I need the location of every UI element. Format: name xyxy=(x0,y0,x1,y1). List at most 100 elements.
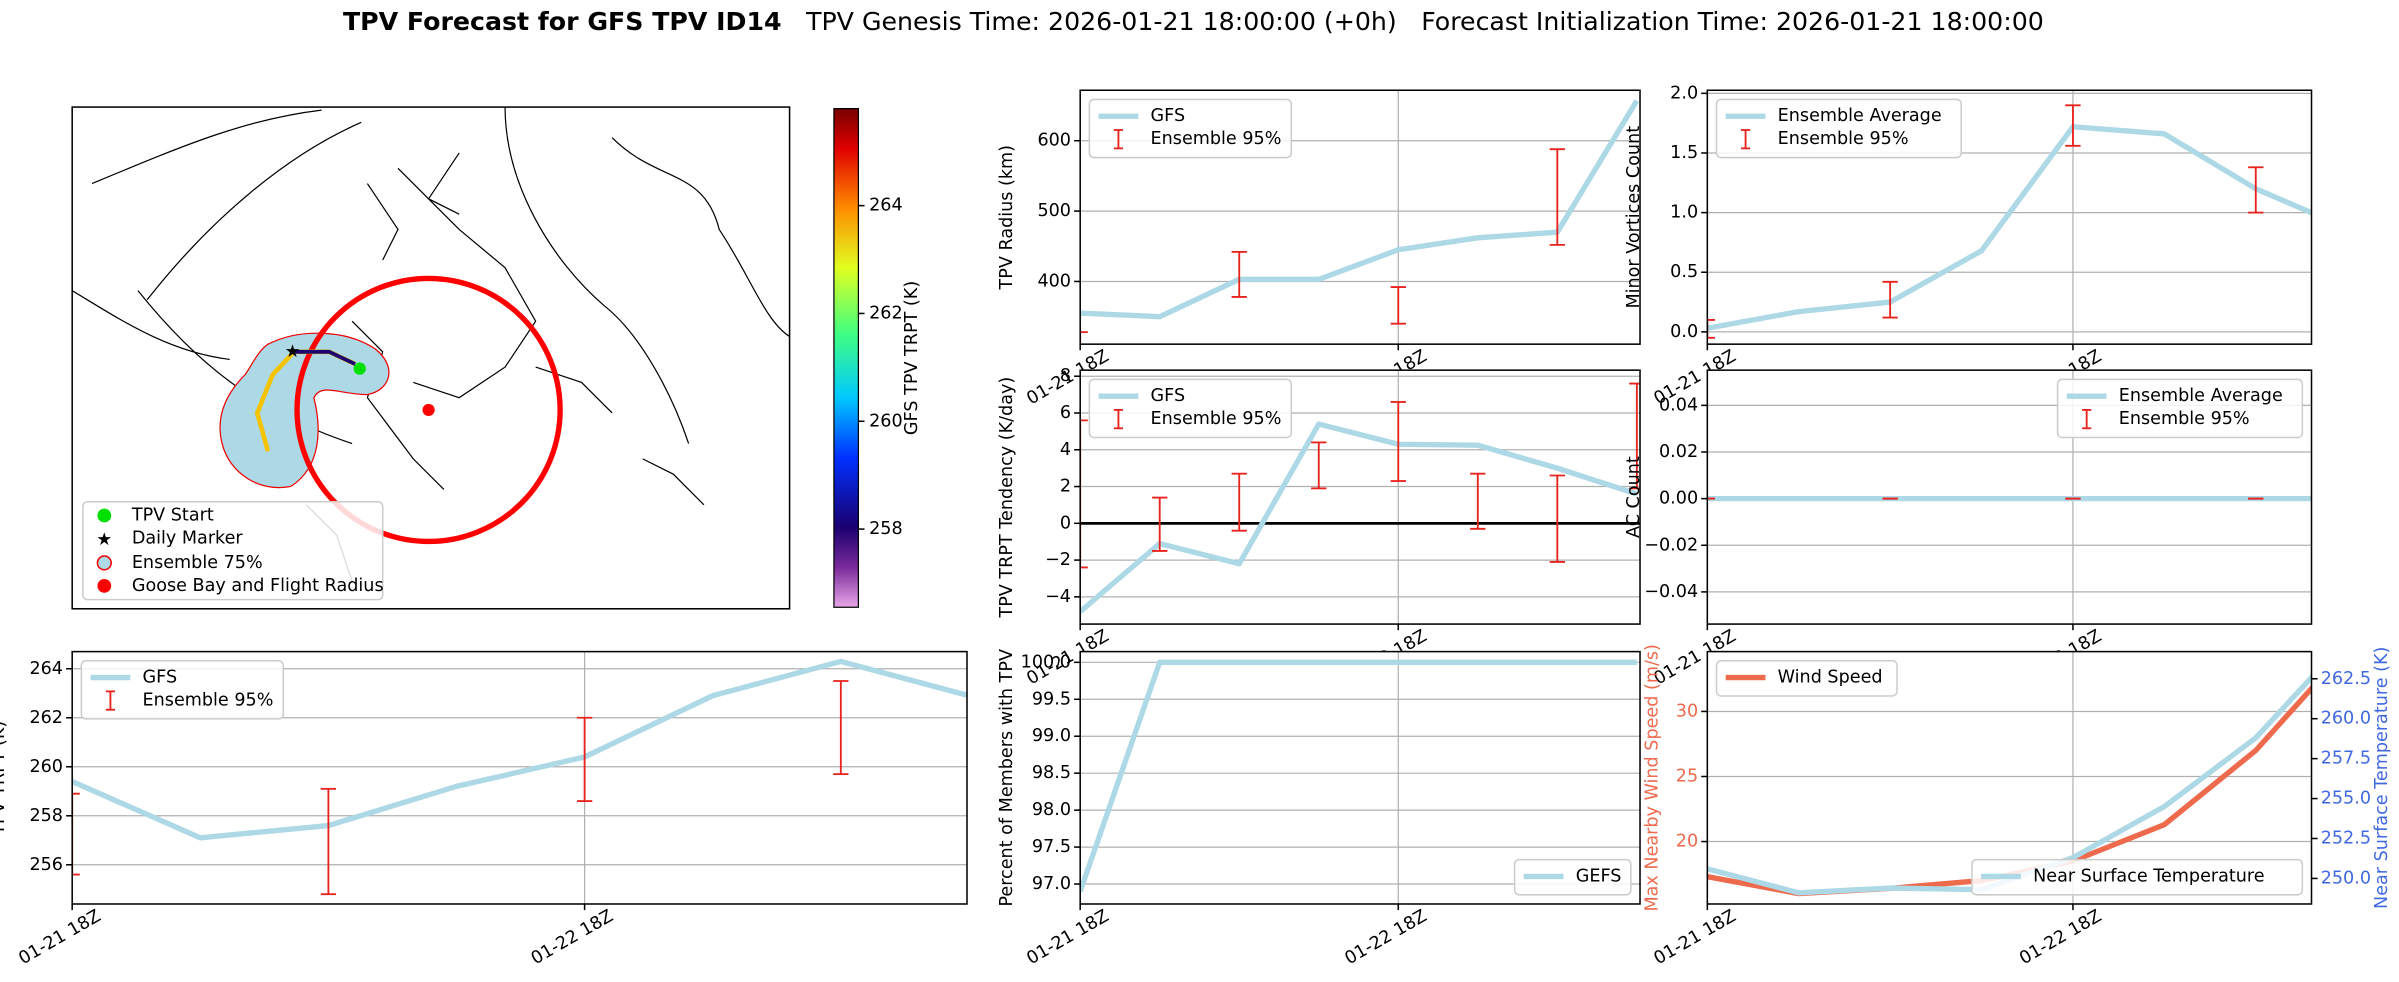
axes-frame xyxy=(1706,650,2313,905)
plot-content xyxy=(1080,659,1637,893)
y-tick-label: 30 xyxy=(1676,701,1698,721)
title-init: Forecast Initialization Time: 2026-01-21… xyxy=(1421,7,2044,36)
y-tick-label: 20 xyxy=(1676,832,1698,852)
axes-frame xyxy=(1079,89,1641,345)
y-tick-label: 25 xyxy=(1676,766,1698,786)
y-tick-label: 8 xyxy=(1060,366,1071,386)
y-tick-label: 0 xyxy=(1060,513,1071,533)
y-tick-label: 600 xyxy=(1037,131,1071,151)
x-tick-label: 01-22 18Z xyxy=(1342,906,1431,969)
y2-tick-label: 260.0 xyxy=(2321,709,2371,729)
legend-label: TPV Start xyxy=(131,505,214,525)
y-axis-label: TPV TRPT (K) xyxy=(0,721,9,836)
x-tick-label: 01-21 18Z xyxy=(1024,906,1113,969)
legend-label: Wind Speed xyxy=(1778,668,1883,688)
legend-label: Goose Bay and Flight Radius xyxy=(132,576,384,596)
colorbar-label: GFS TPV TRPT (K) xyxy=(902,281,922,435)
series-line xyxy=(1080,421,1638,614)
y-tick-label: −0.04 xyxy=(1644,582,1698,602)
y-axis-label: TPV TRPT Tendency (K/day) xyxy=(997,377,1017,619)
y-axis-label: Minor Vortices Count xyxy=(1624,126,1644,309)
series-line xyxy=(72,658,968,841)
y2-tick-label: 262.5 xyxy=(2321,669,2371,689)
y2-tick-label: 255.0 xyxy=(2321,789,2371,809)
y-tick-label: 0.00 xyxy=(1659,489,1698,509)
map-legend-box xyxy=(82,500,384,601)
y-tick-label: 262 xyxy=(29,708,63,728)
y-tick-label: 0.0 xyxy=(1670,322,1698,342)
y-tick-label: 2.0 xyxy=(1670,83,1698,103)
map-panel: ★ ★ TPV Start Daily Marker Ensemble 75% Goo… xyxy=(71,106,922,610)
y-tick-label: 98.5 xyxy=(1032,763,1071,783)
legend-label: Near Surface Temperature xyxy=(2033,866,2264,886)
y-tick-label: 100.0 xyxy=(1021,652,1071,672)
y-tick-label: 99.0 xyxy=(1032,726,1071,746)
y-tick-label: −0.02 xyxy=(1644,535,1698,555)
y-tick-label: 1.5 xyxy=(1670,143,1698,163)
legend-box xyxy=(1513,858,1632,896)
y-tick-label: 97.0 xyxy=(1032,874,1071,894)
axes-frame xyxy=(1079,369,1641,625)
legend-box xyxy=(80,660,285,720)
y2-axis-label: Near Surface Temperature (K) xyxy=(2372,647,2392,909)
y-tick-label: 6 xyxy=(1060,403,1071,423)
legend-box xyxy=(2056,378,2304,439)
legend-label: Ensemble 95% xyxy=(1151,129,1282,149)
legend-box xyxy=(1088,378,1293,439)
y-tick-label: 400 xyxy=(1037,271,1071,291)
colorbar-tick-label: 264 xyxy=(869,196,903,216)
y-tick-label: 258 xyxy=(29,806,63,826)
y-tick-label: 98.0 xyxy=(1032,800,1071,820)
axes-frame xyxy=(1079,650,1641,905)
y-tick-label: −4 xyxy=(1045,587,1071,607)
svg-text:★: ★ xyxy=(285,342,301,362)
legend-label: Ensemble 75% xyxy=(132,553,263,573)
y-tick-label: −2 xyxy=(1045,550,1071,570)
x-tick-label: 01-21 18Z xyxy=(16,906,105,969)
y-tick-label: 99.5 xyxy=(1032,689,1071,709)
y-tick-label: 4 xyxy=(1060,440,1071,460)
colorbar-tick-label: 258 xyxy=(869,519,903,539)
title-genesis: TPV Genesis Time: 2026-01-21 18:00:00 (+… xyxy=(805,7,1397,36)
title-main: TPV Forecast for GFS TPV ID14 xyxy=(343,7,782,36)
legend-label: Ensemble Average xyxy=(2119,386,2283,406)
y-tick-label: 256 xyxy=(29,855,63,875)
panel: 256 258 260 262 264 01-21 18Z 01-22 18Z TPV TRP… xyxy=(0,650,968,969)
y-tick-label: 0.5 xyxy=(1670,262,1698,282)
y-tick-label: 0.02 xyxy=(1659,442,1698,462)
legend-box xyxy=(1715,660,1898,697)
colorbar-tick-label: 262 xyxy=(869,303,903,323)
legend-label: GEFS xyxy=(1576,866,1622,886)
ensemble-area: ★ xyxy=(219,275,563,545)
legend-label: Ensemble 95% xyxy=(1778,129,1909,149)
legend-box xyxy=(1971,858,2304,896)
legend-marker xyxy=(97,508,112,523)
x-tick-label: 01-21 18Z xyxy=(1651,906,1740,969)
plot-content xyxy=(1080,99,1640,345)
y-tick-label: 500 xyxy=(1037,201,1071,221)
y-axis-label: TPV Radius (km) xyxy=(997,145,1017,291)
legend-label: Daily Marker xyxy=(132,528,244,548)
series-line xyxy=(1707,124,2312,331)
y-tick-label: 260 xyxy=(29,757,63,777)
legend-label: GFS xyxy=(143,668,178,688)
colorbar-tick-label: 260 xyxy=(869,411,903,431)
y2-tick-label: 252.5 xyxy=(2321,828,2371,848)
legend-box xyxy=(1715,98,1963,159)
legend-marker: ★ xyxy=(96,530,112,550)
figure-title: TPV Forecast for GFS TPV ID14 TPV Genesis… xyxy=(343,7,2044,36)
legend-label: Ensemble Average xyxy=(1778,106,1942,126)
legend-label: GFS xyxy=(1151,106,1186,126)
axes-frame xyxy=(1706,369,2313,625)
plot-content xyxy=(1707,104,2312,339)
y-axis-label: AC Count xyxy=(1624,456,1644,538)
legend-marker xyxy=(96,555,112,571)
x-tick-label: 01-22 18Z xyxy=(528,906,617,969)
map-frame xyxy=(71,106,791,610)
legend-marker xyxy=(97,578,112,593)
y-tick-label: 2 xyxy=(1060,477,1071,497)
y-tick-label: 0.04 xyxy=(1659,395,1698,415)
